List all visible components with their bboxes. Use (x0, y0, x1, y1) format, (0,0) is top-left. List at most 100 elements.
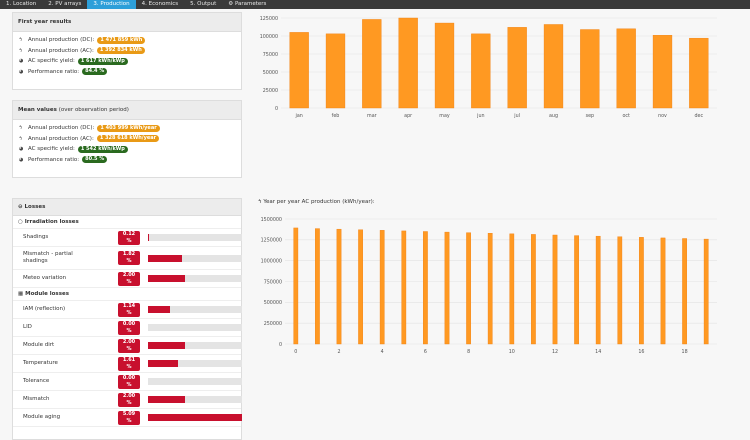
x-tick-label: oct (622, 113, 630, 119)
module-losses-header: ▦ Module losses (13, 288, 241, 301)
x-tick-label: jan (295, 113, 303, 119)
value-badge: 1 542 kWh/kWp (77, 145, 128, 153)
y-tick-label: 1250000 (261, 238, 282, 244)
loss-row-module-dirt: Module dirt 2.00 % (13, 337, 242, 355)
tab-pv-arrays[interactable]: 2. PV arrays (48, 1, 82, 7)
x-tick-label: 0 (294, 349, 297, 355)
y-tick-label: 500000 (264, 300, 282, 306)
annual-production-ac-row: ϟ Annual production (AC): 1 328 618 kWh/… (19, 134, 241, 145)
loss-row-temperature: Temperature 1.61 % (13, 355, 242, 373)
bar (552, 234, 558, 345)
gauge-icon: ◕ (19, 58, 24, 65)
bar (531, 234, 536, 345)
x-tick-label: 10 (509, 349, 515, 355)
bar (660, 237, 666, 345)
bar (336, 228, 342, 345)
ac-specific-yield-row: ◕ AC specific yield: 1 542 kWh/kWp (19, 144, 241, 155)
gauge-icon: ◕ (19, 68, 24, 75)
y-tick-label: 0 (279, 342, 282, 348)
loss-row-mismatch-partial: Mismatch - partial shadings 1.82 % (13, 247, 242, 270)
collapse-icon[interactable]: ⊖ (18, 204, 23, 210)
tab-location[interactable]: 1. Location (6, 1, 37, 7)
gauge-icon: ◕ (19, 146, 24, 153)
bar (616, 28, 636, 109)
value-badge: 1 617 kWh/kWp (77, 57, 128, 65)
grid-icon: ▦ (18, 291, 24, 297)
value-badge: 1 403 999 kWh/year (97, 124, 160, 132)
x-tick-label: aug (549, 114, 558, 119)
loss-bar (148, 254, 242, 262)
bar (289, 32, 309, 109)
bar (580, 29, 600, 109)
loss-percent-badge: 0.00 % (118, 374, 140, 389)
loss-row-meteo: Meteo variation 2.00 % (13, 270, 242, 288)
x-tick-label: nov (658, 114, 667, 119)
x-tick-label: apr (404, 113, 412, 119)
panel-title: Mean values (over observation period) (13, 101, 241, 120)
tab-economics[interactable]: 4. Economics (141, 1, 179, 7)
mean-values-panel: Mean values (over observation period) ϟ … (12, 100, 242, 178)
loss-bar-fill (148, 360, 179, 367)
circle-icon: ○ (18, 219, 23, 225)
bar (434, 22, 455, 109)
loss-bar-fill (148, 275, 185, 282)
bar (682, 238, 687, 345)
value-badge: 1 392 834 kWh (96, 47, 145, 55)
annual-production-dc-row: ϟ Annual production (DC): 1 403 999 kWh/… (19, 123, 241, 134)
bar (293, 227, 299, 345)
value-badge: 1 471 859 kWh (97, 36, 146, 44)
x-tick-label: 2 (337, 349, 340, 355)
bar (362, 19, 382, 109)
x-tick-label: 12 (552, 349, 558, 355)
loss-row-tolerance: Tolerance 0.00 % (13, 373, 242, 391)
loss-bar (148, 396, 242, 403)
bar (471, 33, 491, 109)
losses-header[interactable]: ⊖ Losses (13, 199, 241, 216)
bar (401, 230, 407, 345)
bar (358, 229, 363, 345)
loss-percent-badge: 1.61 % (118, 356, 140, 371)
loss-bar (148, 378, 242, 385)
loss-bar (148, 414, 242, 421)
irradiation-losses-header: ○ Irradiation losses (13, 216, 241, 229)
yearly-chart-label: ϟ Year per year AC production (kWh/year)… (258, 199, 375, 205)
loss-bar (148, 324, 242, 331)
bar (444, 231, 450, 345)
x-tick-label: 4 (381, 349, 384, 355)
loss-bar-fill (148, 414, 242, 421)
tab-parameters[interactable]: ⚙ Parameters (228, 1, 267, 7)
x-tick-label: 14 (595, 349, 601, 355)
bar (639, 237, 644, 345)
x-tick-label: 16 (638, 349, 644, 355)
performance-ratio-row: ◕ Performance ratio: 80.5 % (19, 155, 241, 166)
x-tick-label: may (439, 114, 450, 119)
loss-percent-badge: 2.00 % (118, 392, 140, 407)
y-tick-label: 25000 (263, 88, 278, 94)
y-tick-label: 0 (275, 106, 278, 112)
gauge-icon: ◕ (19, 156, 24, 163)
loss-bar (148, 234, 242, 241)
loss-percent-badge: 1.82 % (118, 251, 140, 265)
performance-ratio-row: ◕ Performance ratio: 84.4 % (19, 67, 241, 78)
y-tick-label: 750000 (264, 279, 282, 285)
annual-production-dc-row: ϟ Annual production (DC): 1 471 859 kWh (19, 35, 241, 46)
tab-output[interactable]: 5. Output (190, 1, 217, 7)
y-tick-label: 75000 (263, 52, 278, 58)
value-badge: 80.5 % (82, 156, 108, 164)
loss-row-iam: IAM (reflection) 1.14 % (13, 301, 242, 319)
x-tick-label: jun (476, 113, 484, 119)
panel-title: First year results (13, 13, 241, 32)
bar (423, 231, 428, 345)
loss-bar-fill (148, 234, 150, 241)
loss-percent-badge: 2.00 % (118, 271, 140, 286)
x-tick-label: feb (332, 113, 340, 119)
bar (315, 228, 320, 345)
bar (466, 232, 471, 345)
tab-production[interactable]: 3. Production (87, 0, 136, 9)
loss-percent-badge: 0.12 % (118, 230, 140, 245)
yearly-production-chart: 0 250000 500000 750000 1000000 1250000 1500000… (261, 217, 717, 355)
value-badge: 1 328 618 kWh/year (96, 135, 160, 143)
loss-bar (148, 275, 242, 282)
loss-bar-fill (148, 396, 185, 403)
x-tick-label: sep (586, 114, 595, 119)
